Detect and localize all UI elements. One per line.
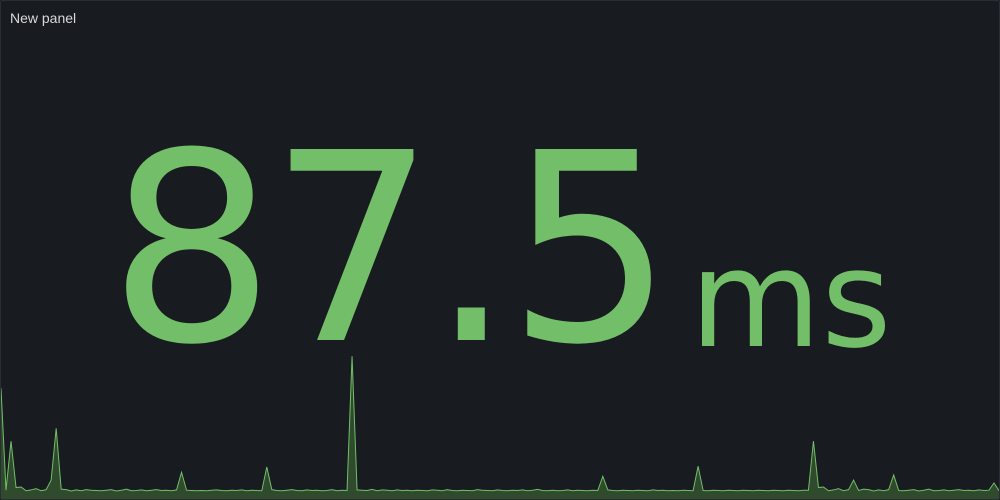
sparkline-chart	[1, 356, 999, 499]
sparkline-line	[1, 356, 999, 492]
stat-unit: ms	[689, 221, 892, 378]
sparkline-area	[1, 356, 999, 499]
stat-number: 87.5	[108, 97, 673, 402]
panel-header[interactable]: New panel	[10, 9, 76, 27]
stat-value: 87.5 ms	[1, 119, 999, 381]
panel-title[interactable]: New panel	[10, 10, 77, 26]
